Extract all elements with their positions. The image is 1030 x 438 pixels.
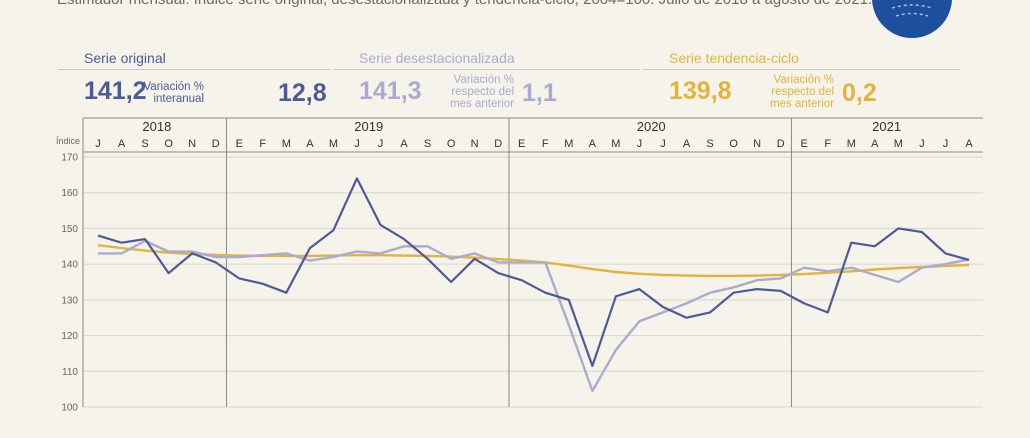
series-line [98, 239, 970, 393]
y-tick-label: 120 [61, 331, 78, 342]
x-tick-label: S [424, 138, 431, 150]
x-tick-label: E [236, 138, 243, 150]
x-tick-label: J [943, 138, 949, 150]
panel-rule [58, 69, 330, 70]
year-label: 2018 [142, 119, 171, 134]
y-tick-label: 130 [61, 295, 78, 306]
y-tick-label: 150 [61, 224, 78, 235]
summary-panel: Serie desestacionalizada 141,3 Variación %… [333, 45, 640, 115]
x-tick-label: F [259, 138, 266, 150]
x-tick-label: J [378, 138, 384, 150]
panel-title: Serie tendencia-ciclo [669, 50, 799, 66]
x-tick-label: A [400, 138, 408, 150]
x-tick-label: A [871, 138, 879, 150]
panel-rule [333, 69, 640, 70]
panel-change: 12,8 [278, 79, 327, 107]
x-tick-label: S [706, 138, 713, 150]
x-tick-label: N [753, 138, 761, 150]
x-tick-label: J [660, 138, 666, 150]
x-tick-label: J [637, 138, 643, 150]
x-tick-label: A [589, 138, 597, 150]
summary-panel: Serie tendencia-ciclo 139,8 Variación % re… [643, 45, 960, 115]
panel-change-label: Variación % respecto del mes anterior [770, 74, 834, 110]
x-tick-label: M [894, 138, 903, 150]
panel-value: 141,3 [359, 77, 422, 105]
year-label: 2020 [637, 119, 666, 134]
subtitle: Estimador mensual: Índice serie original… [57, 0, 872, 8]
x-tick-label: E [518, 138, 525, 150]
x-tick-label: O [729, 138, 738, 150]
x-tick-label: S [141, 138, 148, 150]
y-tick-label: 140 [61, 260, 78, 271]
x-tick-label: E [801, 138, 808, 150]
x-tick-label: D [212, 138, 220, 150]
logo-mark [891, 4, 933, 17]
panel-title: Serie original [84, 50, 166, 66]
x-tick-label: A [118, 138, 126, 150]
panel-change: 0,2 [842, 79, 877, 107]
y-axis-label: Índice [56, 136, 80, 146]
year-label: 2021 [872, 119, 901, 134]
x-tick-label: N [471, 138, 479, 150]
x-tick-label: M [847, 138, 856, 150]
x-tick-label: D [494, 138, 502, 150]
y-tick-label: 170 [61, 153, 78, 164]
x-tick-label: M [282, 138, 291, 150]
x-tick-label: F [824, 138, 831, 150]
panel-rule [643, 69, 960, 70]
panel-title: Serie desestacionalizada [359, 50, 515, 66]
x-tick-label: J [95, 138, 101, 150]
x-tick-label: D [777, 138, 785, 150]
x-tick-label: M [329, 138, 338, 150]
y-tick-label: 110 [62, 367, 78, 378]
x-tick-label: J [354, 138, 360, 150]
year-label: 2019 [354, 119, 383, 134]
x-tick-label: M [611, 138, 620, 150]
y-tick-label: 160 [61, 188, 78, 199]
x-tick-label: M [564, 138, 573, 150]
panel-change-label: Variación % interanual [143, 81, 204, 105]
series-line [97, 177, 970, 367]
x-tick-label: A [683, 138, 691, 150]
x-tick-label: O [164, 138, 173, 150]
x-tick-label: A [965, 138, 973, 150]
x-tick-label: O [447, 138, 456, 150]
panel-value: 139,8 [669, 77, 732, 105]
x-tick-label: A [306, 138, 314, 150]
x-tick-label: J [919, 138, 925, 150]
x-tick-label: N [188, 138, 196, 150]
panel-change-label: Variación % respecto del mes anterior [450, 74, 514, 110]
summary-panel: Serie original 141,2 Variación % interanua… [58, 45, 330, 115]
x-tick-label: F [542, 138, 549, 150]
panel-value: 141,2 [84, 77, 147, 105]
panel-change: 1,1 [522, 79, 557, 107]
y-tick-label: 100 [61, 403, 78, 414]
logo [872, 0, 952, 38]
